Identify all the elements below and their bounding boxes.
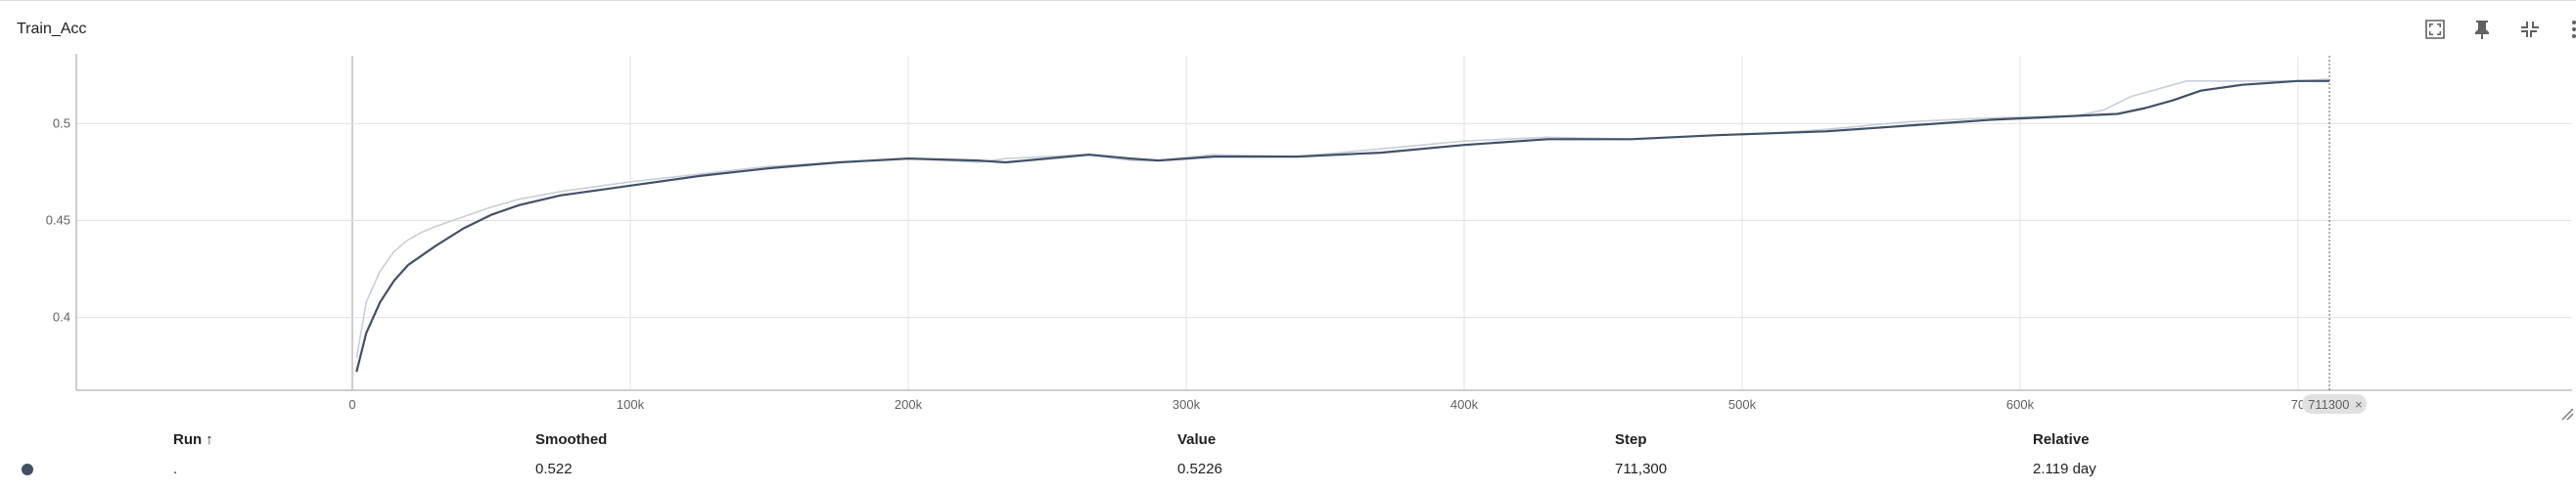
raw-value: 0.5226 xyxy=(1177,461,1222,477)
run-name: . xyxy=(173,461,178,477)
fullscreen-icon[interactable] xyxy=(2419,14,2451,45)
x-tick-label: 70 xyxy=(2291,397,2305,412)
y-tick-label: 0.5 xyxy=(53,115,70,130)
x-tick-label: 500k xyxy=(1728,397,1757,412)
raw-series-line xyxy=(355,78,2330,359)
y-tick-label: 0.4 xyxy=(53,310,70,325)
col-value-header[interactable]: Value xyxy=(1177,431,1217,448)
col-smoothed-header[interactable]: Smoothed xyxy=(535,431,608,448)
top-border xyxy=(0,0,2576,1)
col-step-header[interactable]: Step xyxy=(1615,431,1647,448)
step-chip-bg xyxy=(2302,394,2368,414)
smoothed-series-line xyxy=(355,79,2330,373)
col-run-header[interactable]: Run ↑ xyxy=(173,431,213,448)
x-tick-label: 100k xyxy=(617,397,645,412)
y-tick-label: 0.45 xyxy=(46,213,70,228)
x-tick-label: 600k xyxy=(2006,397,2035,412)
step-chip-label: 711300 xyxy=(2308,397,2349,412)
step-cursor: 711300 × xyxy=(2302,56,2368,414)
grid xyxy=(76,56,2572,390)
run-color-dot xyxy=(22,464,33,475)
step-chip[interactable]: 711300 × xyxy=(2302,394,2368,414)
smoothed-value: 0.522 xyxy=(535,461,573,477)
relative-value: 2.119 day xyxy=(2033,461,2096,477)
card-title: Train_Acc xyxy=(17,21,87,37)
x-tick-label: 0 xyxy=(348,397,355,412)
x-tick-label: 200k xyxy=(895,397,923,412)
x-tick-label: 400k xyxy=(1450,397,1479,412)
close-icon[interactable]: × xyxy=(2355,397,2363,412)
resize-handle-icon[interactable] xyxy=(2560,407,2574,421)
line-chart[interactable]: 0 100k 200k 300k 400k 500k 600k 70 0.4 0.45 0.5 71… xyxy=(0,0,2576,430)
collapse-icon[interactable] xyxy=(2513,14,2545,45)
pin-icon[interactable] xyxy=(2466,14,2498,45)
sort-asc-icon[interactable]: ↑ xyxy=(206,431,213,448)
more-vert-icon[interactable] xyxy=(2558,14,2576,45)
axes: 0 100k 200k 300k 400k 500k 600k 70 0.4 0.45 0.5 xyxy=(46,54,2572,412)
col-relative-header[interactable]: Relative xyxy=(2033,431,2090,448)
x-tick-label: 300k xyxy=(1173,397,1201,412)
series-lines xyxy=(355,78,2330,373)
step-value: 711,300 xyxy=(1615,461,1668,477)
